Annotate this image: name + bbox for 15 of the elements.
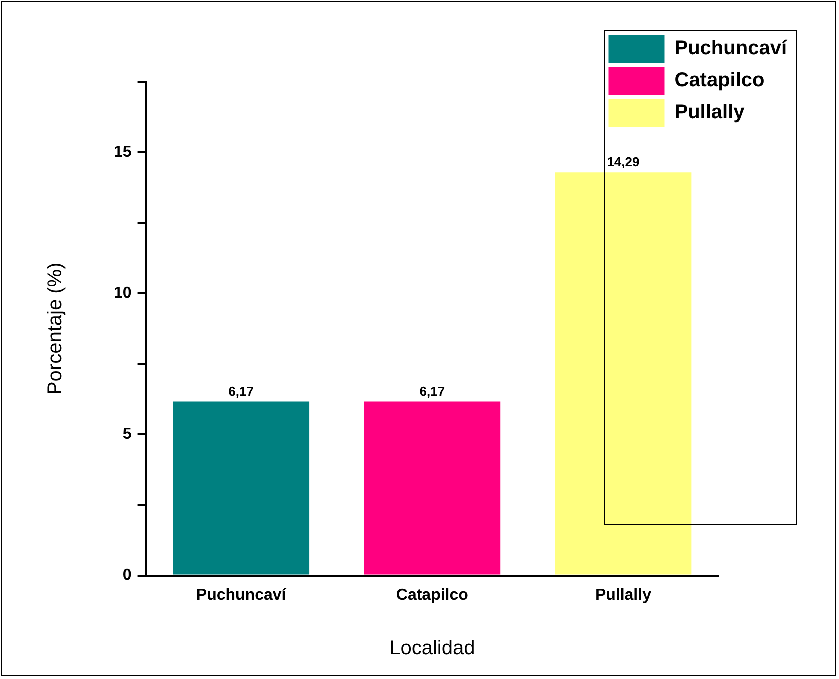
- x-tick-label: Pullally: [595, 586, 652, 604]
- x-tick-label: Catapilco: [396, 586, 469, 604]
- y-tick-label: 10: [114, 285, 132, 302]
- data-label: 6,17: [420, 384, 446, 399]
- legend-label: Pullally: [674, 102, 746, 124]
- data-label: 14,29: [607, 154, 640, 170]
- legend-label: Puchuncaví: [674, 38, 788, 60]
- x-axis-title: Localidad: [390, 638, 476, 660]
- y-tick-label: 0: [122, 567, 132, 584]
- y-tick-label: 5: [122, 426, 132, 444]
- y-axis-title: Porcentaje (%): [44, 262, 67, 396]
- y-tick-label: 15: [114, 144, 132, 161]
- x-tick-label: Puchuncaví: [196, 586, 287, 604]
- data-label: 6,17: [228, 384, 254, 399]
- legend-label: Catapilco: [674, 70, 765, 92]
